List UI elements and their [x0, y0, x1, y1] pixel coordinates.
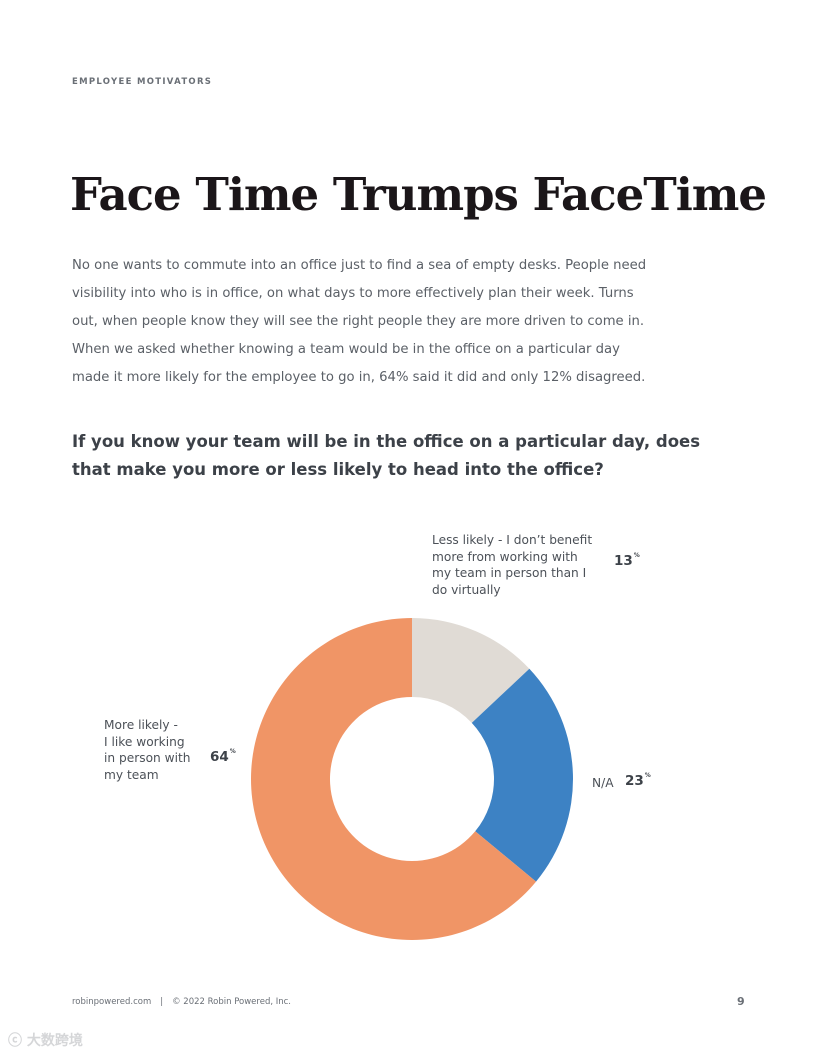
footer: robinpowered.com | © 2022 Robin Powered, I… [72, 997, 291, 1007]
intro-line: No one wants to commute into an office j… [72, 258, 647, 273]
label-line: do virtually [432, 582, 501, 597]
label-line: more from working with [432, 549, 578, 564]
label-more-likely: More likely - I like working in person w… [104, 717, 191, 783]
label-line: N/A [592, 776, 614, 790]
donut-chart [251, 618, 573, 940]
label-line: my team [104, 767, 159, 782]
section-label: EMPLOYEE MOTIVATORS [72, 77, 213, 87]
label-line: Less likely - I don’t benefit [432, 533, 593, 547]
footer-separator: | [160, 997, 164, 1007]
percent-sign: % [633, 552, 640, 559]
slice-na [471, 668, 573, 882]
value-number: 13 [614, 553, 633, 569]
footer-copyright: © 2022 Robin Powered, Inc. [172, 997, 292, 1007]
label-line: my team in person than I [432, 566, 587, 581]
intro-line: When we asked whether knowing a team wou… [72, 342, 620, 357]
slice-more-likely [251, 618, 537, 940]
label-na: N/A [592, 775, 614, 792]
label-line: in person with [104, 751, 191, 766]
watermark-text: 大数跨境 [26, 1033, 83, 1049]
survey-question: If you know your team will be in the off… [72, 428, 732, 484]
value-number: 64 [210, 749, 229, 765]
percent-sign: % [229, 748, 236, 755]
slice-less-likely [412, 618, 530, 723]
intro-line: made it more likely for the employee to … [72, 370, 646, 385]
intro-line: out, when people know they will see the … [72, 314, 645, 329]
percent-sign: % [644, 772, 651, 779]
intro-paragraph: No one wants to commute into an office j… [72, 252, 712, 392]
intro-line: visibility into who is in office, on wha… [72, 286, 634, 301]
page-title: Face Time Trumps FaceTime [70, 168, 767, 221]
footer-site-link[interactable]: robinpowered.com [72, 997, 152, 1007]
value-na: 23% [625, 772, 651, 789]
label-line: More likely - [104, 718, 178, 732]
question-line: If you know your team will be in the off… [72, 432, 701, 451]
value-less-likely: 13% [614, 552, 640, 569]
page-number: 9 [737, 995, 745, 1008]
label-line: I like working [104, 734, 185, 749]
watermark-logo: ⓒ 大数跨境 [8, 1033, 83, 1049]
question-line: that make you more or less likely to hea… [72, 460, 604, 479]
value-more-likely: 64% [210, 748, 236, 765]
value-number: 23 [625, 773, 644, 789]
label-less-likely: Less likely - I don’t benefit more from … [432, 532, 592, 598]
